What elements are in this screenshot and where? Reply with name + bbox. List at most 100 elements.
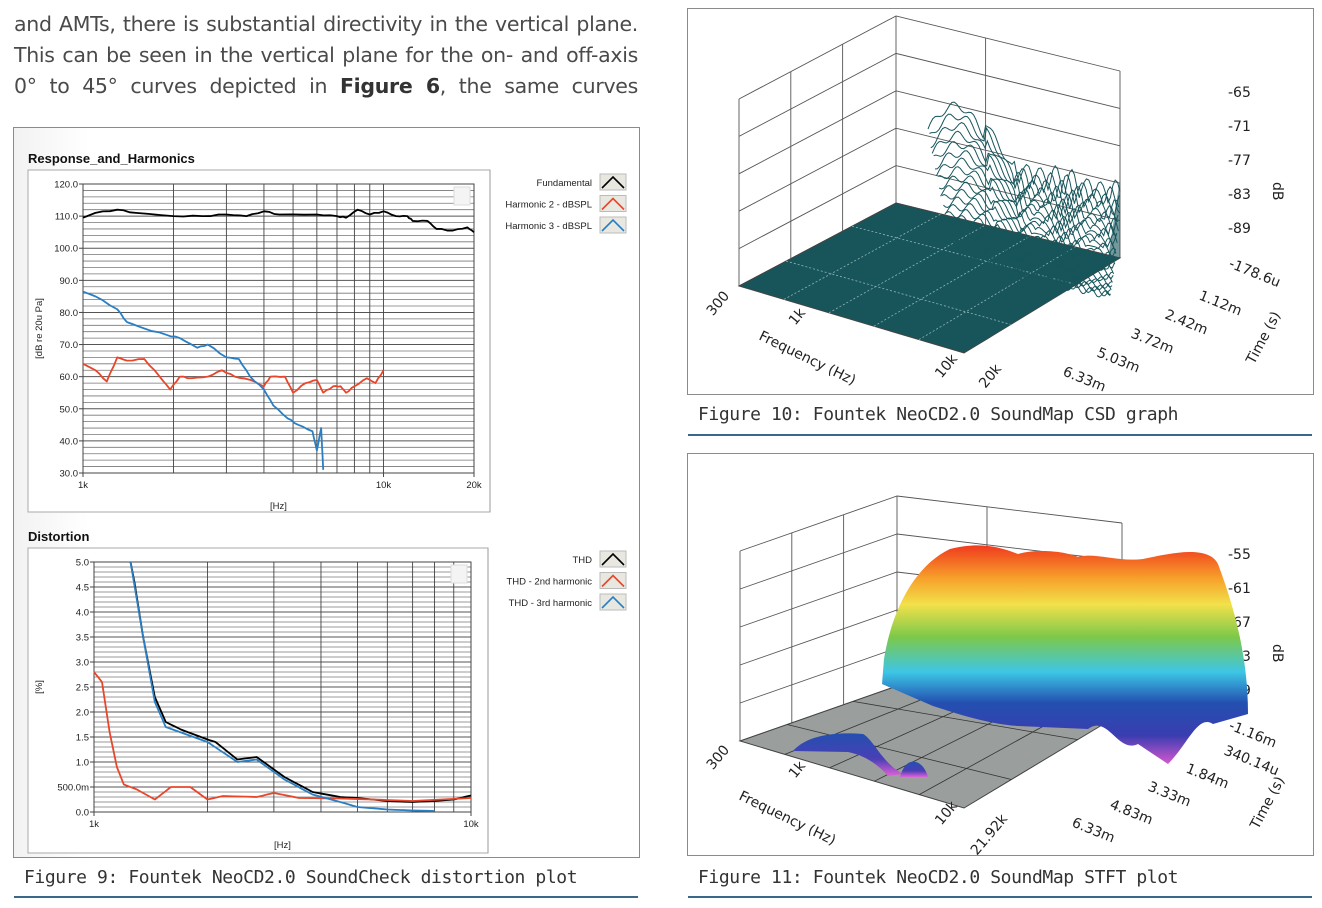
legend-line-icon [601, 552, 625, 566]
chart-frame [27, 169, 491, 513]
floor-grid-line [851, 225, 1077, 285]
y-axis-label: [dB re 20u Pa] [34, 298, 45, 359]
frequency-tick-label: 20k [976, 361, 1005, 392]
z-tick-label: -65 [1228, 85, 1251, 101]
decay-curve [950, 226, 1115, 275]
y-tick-label: 120.0 [54, 180, 78, 191]
legend-line-icon [601, 218, 625, 232]
floor-grid-line [785, 260, 1011, 325]
y-tick-label: 40.0 [60, 436, 79, 447]
legend-line-icon [601, 574, 625, 588]
body-paragraph: and AMTs, there is substantial directivi… [14, 9, 638, 102]
figure-11-box: -55-61-67-73-79-1.16mdB340.14u1.84m3.33m… [687, 453, 1314, 856]
time-tick-label: 3.33m [1146, 779, 1194, 811]
stft-3d-plot: -55-61-67-73-79-1.16mdB340.14u1.84m3.33m… [704, 495, 1288, 855]
figure-9-charts: Response_and_Harmonics 120.0 110.0 100.0 90.… [27, 151, 627, 854]
time-axis-label: Time (s) [1247, 774, 1288, 833]
legend-line-icon [601, 197, 625, 211]
time-tick-label: 6.33m [1070, 815, 1118, 847]
y-tick-label: 0.0 [76, 808, 89, 819]
decay-curve [951, 231, 1114, 280]
decay-curve [959, 254, 1111, 296]
body-line-2: This can be seen in the vertical plane f… [14, 43, 638, 67]
z-axis-label: dB [1269, 644, 1285, 663]
series-line [93, 671, 472, 802]
frequency-axis-label: Frequency (Hz) [736, 788, 838, 849]
x-axis-label: [Hz] [270, 501, 287, 512]
legend-line-icon [601, 595, 625, 609]
time-tick-label: 6.33m [1061, 364, 1109, 394]
chart-title: Distortion [28, 529, 89, 544]
decay-curve [961, 258, 1111, 297]
legend-swatch [599, 216, 627, 234]
legend-swatch [599, 572, 627, 589]
y-axis-label: [%] [34, 680, 45, 694]
figure-10-box: -65 -71 -77 -83 -89 -178.6u dB 1.12m 2.42m 3.72m 5… [687, 8, 1314, 395]
decay-curve [943, 196, 1117, 258]
y-tick-label: 1.0 [76, 758, 89, 769]
x-tick-label: 1k [89, 819, 99, 830]
y-tick-label: 1.5 [76, 733, 89, 744]
z-tick-label: -61 [1228, 581, 1251, 597]
x-tick-label: 10k [463, 819, 479, 830]
legend-line-icon [601, 175, 625, 189]
x-tick-label: 20k [466, 480, 482, 491]
x-axis-label: [Hz] [274, 840, 291, 851]
stft-low-frequency-lobe [793, 733, 903, 776]
decay-curve [941, 188, 1117, 254]
z-tick-label: -83 [1228, 187, 1251, 203]
body-text: 0° to 45° curves depicted in [14, 74, 340, 98]
time-tick-label: 1.12m [1197, 288, 1245, 320]
time-tick-label: 1.84m [1184, 761, 1232, 793]
legend-swatch [599, 195, 627, 212]
y-tick-label: 500.0m [57, 783, 89, 794]
series-line [82, 208, 475, 233]
y-tick-label: 30.0 [60, 469, 79, 480]
y-tick-label: 100.0 [54, 244, 78, 255]
legend-label: THD - 2nd harmonic [506, 577, 592, 588]
floor-grid-line [787, 724, 1012, 780]
y-tick-label: 4.0 [76, 608, 89, 619]
time-tick-label: 2.42m [1163, 307, 1211, 339]
time-tick-label: 5.03m [1095, 345, 1143, 377]
figure-9-caption: Figure 9: Fountek NeoCD2.0 SoundCheck di… [24, 867, 578, 888]
decay-curve [937, 166, 1118, 243]
stft-lobe [900, 761, 928, 777]
floor-grid-line [852, 701, 1078, 740]
y-tick-label: 110.0 [55, 212, 78, 223]
y-tick-label: 50.0 [60, 404, 79, 415]
legend-swatch [599, 173, 627, 191]
graph-palette-icon [450, 564, 468, 584]
legend-label: Fundamental [537, 178, 592, 189]
y-tick-label: 2.5 [76, 683, 89, 694]
stft-surface [882, 545, 1248, 764]
z-tick-label: -71 [1228, 119, 1251, 135]
time-tick-label: 3.72m [1129, 326, 1177, 358]
z-axis-label: dB [1269, 182, 1285, 201]
legend-label: THD [572, 555, 592, 566]
legend-swatch [599, 593, 627, 611]
figure-11-caption: Figure 11: Fountek NeoCD2.0 SoundMap STF… [698, 867, 1179, 888]
plot-area [82, 183, 475, 474]
wall-grid-line [739, 495, 1123, 552]
y-tick-label: 3.5 [76, 633, 89, 644]
floor-grid-line [783, 213, 941, 300]
x-tick-label: 10k [376, 480, 392, 491]
caption-rule [688, 434, 1312, 436]
y-tick-label: 60.0 [60, 372, 79, 383]
y-tick-label: 3.0 [76, 658, 89, 669]
decay-curve [945, 208, 1116, 265]
frequency-tick-label: 1k [786, 305, 810, 329]
frequency-tick-label: 21.92k [968, 811, 1012, 855]
decay-curve [938, 175, 1118, 247]
frequency-tick-label: 300 [704, 742, 733, 773]
decay-curve [933, 141, 1119, 232]
figure-10-caption: Figure 10: Fountek NeoCD2.0 SoundMap CSD… [698, 404, 1179, 425]
z-tick-label: -77 [1228, 153, 1251, 169]
frequency-tick-label: 300 [704, 288, 733, 319]
legend-label: THD - 3rd harmonic [509, 598, 593, 609]
figure-9-box: Response_and_Harmonics 120.0 110.0 100.0 90.… [13, 127, 640, 858]
series-line [82, 290, 325, 470]
z-tick-label: -178.6u [1227, 256, 1283, 291]
decay-curve [958, 251, 1112, 291]
